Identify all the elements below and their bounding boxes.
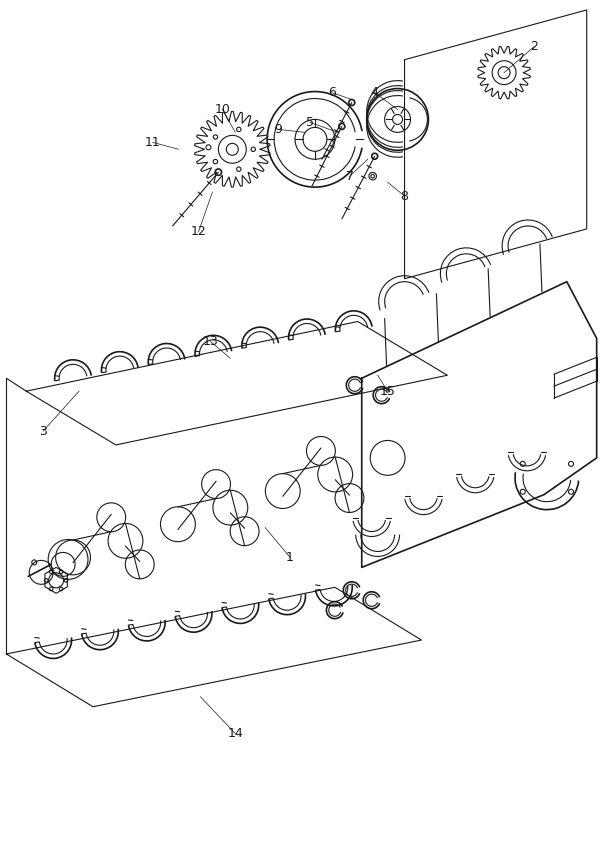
Text: 10: 10 xyxy=(214,103,230,116)
Text: 11: 11 xyxy=(145,135,161,148)
Text: 14: 14 xyxy=(227,728,243,740)
Circle shape xyxy=(349,99,355,105)
Text: 6: 6 xyxy=(328,86,336,99)
Text: 4: 4 xyxy=(371,86,379,99)
Text: 5: 5 xyxy=(306,116,314,129)
Text: 12: 12 xyxy=(191,225,206,238)
Text: 7: 7 xyxy=(346,170,354,183)
Text: 3: 3 xyxy=(39,425,47,438)
Circle shape xyxy=(339,123,345,129)
Text: 13: 13 xyxy=(203,335,218,348)
Circle shape xyxy=(215,169,222,175)
Circle shape xyxy=(371,154,378,160)
Text: 8: 8 xyxy=(401,190,409,203)
Text: 15: 15 xyxy=(379,385,396,398)
Text: 2: 2 xyxy=(530,41,538,54)
Text: 1: 1 xyxy=(286,551,294,564)
Text: 9: 9 xyxy=(274,123,282,135)
